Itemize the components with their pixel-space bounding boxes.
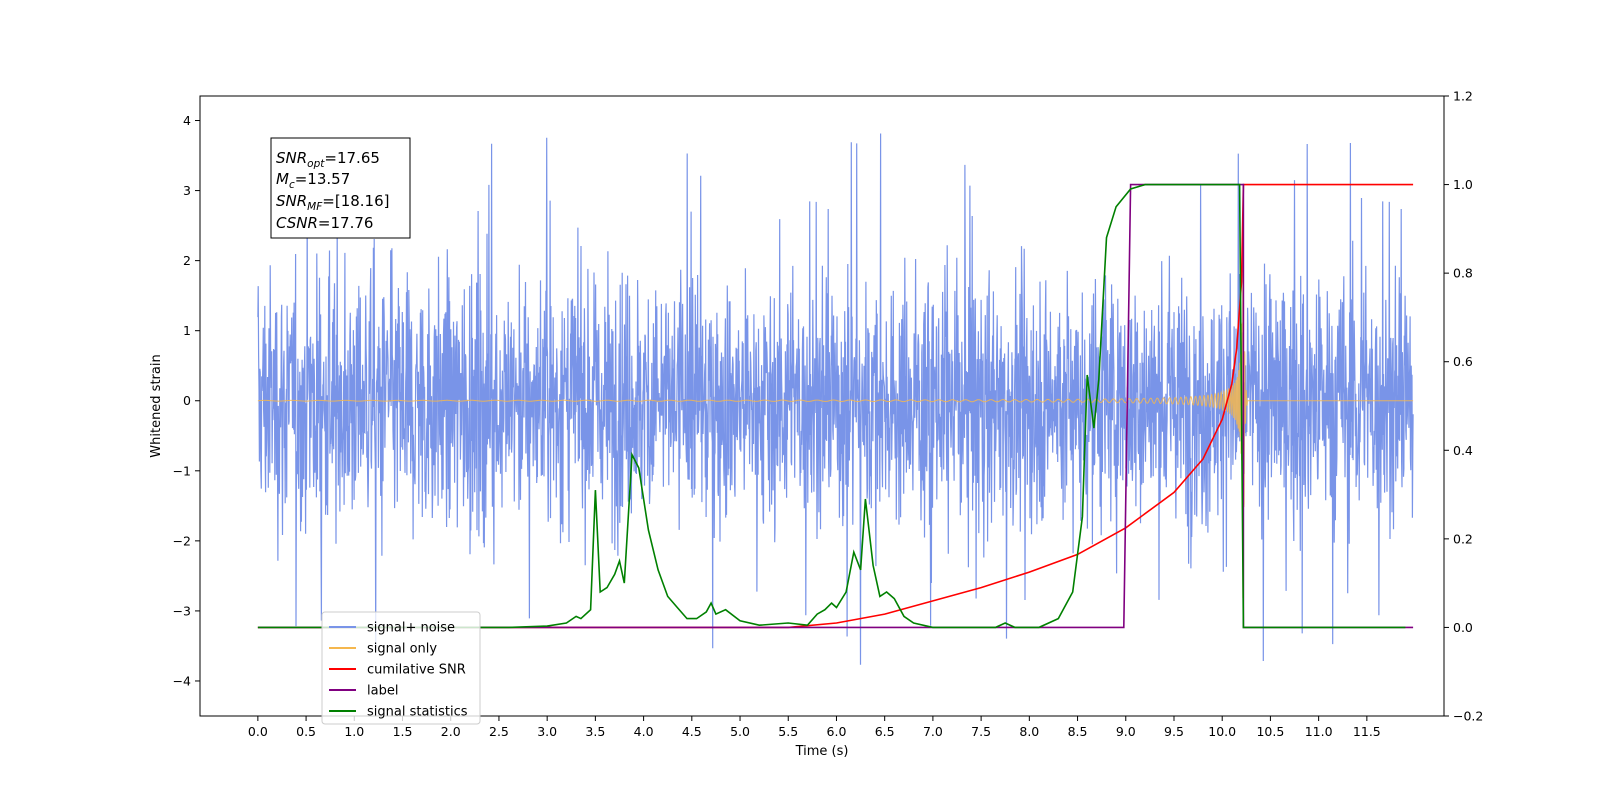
annotation-box: SNRopt=17.65 Mc=13.57 SNRMF=[18.16] CSNR… bbox=[270, 137, 411, 239]
x-tick-label: 7.5 bbox=[971, 724, 991, 739]
x-tick-label: 0.0 bbox=[248, 724, 268, 739]
legend-label: signal+ noise bbox=[367, 621, 455, 636]
y-right-tick-label: 0.8 bbox=[1453, 266, 1473, 281]
y-axis-left: −4 −3 −2 −1 0 1 2 3 4 bbox=[173, 113, 200, 688]
x-tick-label: 9.0 bbox=[1116, 724, 1136, 739]
legend-label: label bbox=[367, 684, 398, 699]
x-axis-label: Time (s) bbox=[795, 744, 849, 759]
x-tick-label: 5.5 bbox=[778, 724, 798, 739]
annotation-csnr: CSNR=17.76 bbox=[276, 214, 373, 232]
y-axis-right: −0.2 0.0 0.2 0.4 0.6 0.8 1.0 1.2 bbox=[1444, 89, 1483, 724]
y-left-tick-label: 1 bbox=[183, 323, 191, 338]
y-left-tick-label: −1 bbox=[173, 463, 191, 478]
x-tick-label: 5.0 bbox=[730, 724, 750, 739]
legend-label: signal statistics bbox=[367, 705, 468, 720]
x-tick-label: 2.0 bbox=[441, 724, 461, 739]
y-left-tick-label: 2 bbox=[183, 253, 191, 268]
annotation-mc: Mc=13.57 bbox=[276, 170, 350, 191]
x-tick-label: 6.5 bbox=[875, 724, 895, 739]
legend-items: signal+ noise signal only cumilative SNR la… bbox=[329, 621, 468, 720]
x-tick-label: 4.5 bbox=[682, 724, 702, 739]
x-tick-label: 4.0 bbox=[634, 724, 654, 739]
annotation-snr-mf: SNRMF=[18.16] bbox=[276, 192, 390, 213]
y-right-tick-label: 0.6 bbox=[1453, 354, 1473, 369]
x-axis: 0.0 0.5 1.0 1.5 2.0 2.5 3.0 3.5 4.0 4.5 5.0 5.5 6.0 6… bbox=[248, 716, 1381, 739]
series-line-signal-only bbox=[257, 224, 1414, 599]
y-left-tick-label: 3 bbox=[183, 183, 191, 198]
x-tick-label: 0.5 bbox=[296, 724, 316, 739]
y-left-tick-label: −3 bbox=[173, 603, 191, 618]
y-left-tick-label: 4 bbox=[183, 113, 191, 128]
x-tick-label: 8.5 bbox=[1068, 724, 1088, 739]
y-right-tick-label: 1.2 bbox=[1453, 89, 1473, 104]
plot-content bbox=[257, 133, 1414, 665]
x-tick-label: 3.5 bbox=[585, 724, 605, 739]
legend-label: signal only bbox=[367, 642, 437, 657]
y-axis-label: Whitened strain bbox=[149, 354, 164, 457]
series-line-signal-statistics bbox=[257, 183, 1406, 629]
annotation-snr-opt: SNRopt=17.65 bbox=[276, 149, 380, 170]
x-tick-label: 2.5 bbox=[489, 724, 509, 739]
x-tick-label: 11.5 bbox=[1353, 724, 1381, 739]
x-tick-label: 1.0 bbox=[344, 724, 364, 739]
legend-label: cumilative SNR bbox=[367, 663, 466, 678]
x-tick-label: 6.0 bbox=[827, 724, 847, 739]
y-right-tick-label: 0.0 bbox=[1453, 620, 1473, 635]
y-right-tick-label: 0.4 bbox=[1453, 443, 1473, 458]
x-tick-label: 1.5 bbox=[393, 724, 413, 739]
x-tick-label: 8.0 bbox=[1019, 724, 1039, 739]
x-tick-label: 10.5 bbox=[1256, 724, 1284, 739]
y-right-tick-label: −0.2 bbox=[1453, 709, 1483, 724]
legend: signal+ noise signal only cumilative SNR la… bbox=[321, 611, 481, 725]
y-left-tick-label: −4 bbox=[173, 673, 191, 688]
plot-frame bbox=[199, 95, 1445, 717]
x-tick-label: 3.0 bbox=[537, 724, 557, 739]
series-line-signal-noise bbox=[257, 133, 1414, 665]
x-tick-label: 11.0 bbox=[1305, 724, 1333, 739]
y-left-tick-label: −2 bbox=[173, 533, 191, 548]
x-tick-label: 7.0 bbox=[923, 724, 943, 739]
y-left-tick-label: 0 bbox=[183, 393, 191, 408]
x-tick-label: 9.5 bbox=[1164, 724, 1184, 739]
y-right-tick-label: 1.0 bbox=[1453, 177, 1473, 192]
y-right-tick-label: 0.2 bbox=[1453, 531, 1473, 546]
x-tick-label: 10.0 bbox=[1208, 724, 1236, 739]
